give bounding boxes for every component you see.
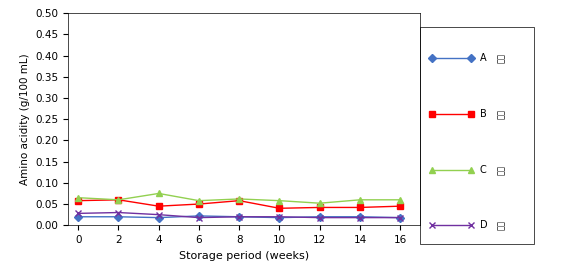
Text: D: D [480,220,487,230]
Text: C: C [480,165,487,175]
Y-axis label: Amino acidity (g/100 mL): Amino acidity (g/100 mL) [20,54,30,185]
Text: B: B [480,109,487,119]
Text: 저장: 저장 [497,220,506,230]
Text: A: A [480,53,487,63]
X-axis label: Storage period (weeks): Storage period (weeks) [179,250,310,260]
Text: 저장: 저장 [497,165,506,175]
Text: 저장: 저장 [497,109,506,119]
Text: 저장: 저장 [497,53,506,63]
